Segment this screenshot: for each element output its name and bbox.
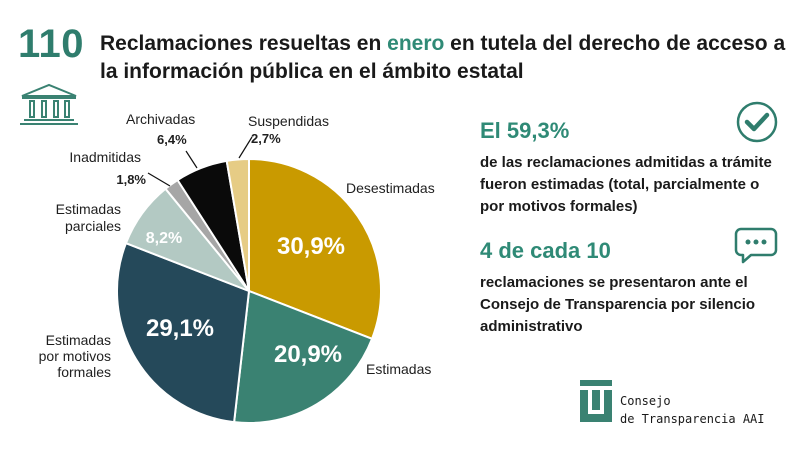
page-title: Reclamaciones resueltas en enero en tute… (100, 30, 790, 86)
stat-headline: El 59,3% (480, 118, 570, 143)
pie-slice-estimadas-por-motivos-formales (116, 241, 251, 424)
check-circle-icon (736, 101, 778, 143)
label-formales-2: por motivos (39, 348, 111, 364)
value-estimadas: 20,9% (274, 341, 342, 368)
stat-text: de las reclamaciones admitidas a trámite… (480, 154, 772, 215)
speech-bubble-icon (734, 227, 778, 264)
label-desestimadas: Desestimadas (346, 180, 435, 196)
leader-inadmitidas (147, 172, 171, 187)
label-estimadas: Estimadas (366, 361, 431, 377)
label-formales-1: Estimadas (46, 332, 111, 348)
value-desestimadas: 30,9% (277, 233, 345, 260)
label-archivadas: Archivadas (126, 111, 195, 127)
leader-suspendidas (238, 136, 253, 159)
pie-slice-suspendidas (225, 157, 250, 292)
value-suspendidas: 2,7% (251, 131, 281, 146)
value-parciales: 8,2% (146, 230, 182, 247)
label-parciales-2: parciales (65, 218, 121, 234)
label-parciales-1: Estimadas (56, 201, 121, 217)
title-post: en tutela del derecho de acceso a la inf… (100, 32, 786, 83)
pie-chart: 30,9% 20,9% 29,1% 8,2% Desestimadas Esti… (39, 111, 435, 424)
logo-line-2: de Transparencia AAI (620, 412, 765, 426)
stat-headline: 4 de cada 10 (480, 238, 611, 263)
label-suspendidas: Suspendidas (248, 113, 329, 129)
value-formales: 29,1% (146, 315, 214, 342)
consejo-logo-text: Consejo de Transparencia AAI (620, 392, 765, 428)
stat-silencio: 4 de cada 10 reclamaciones se presentaro… (480, 238, 780, 338)
reclamaciones-count: 110 (18, 22, 85, 66)
consejo-logo-icon (580, 380, 612, 422)
title-highlight: enero (387, 32, 445, 55)
building-icon (20, 83, 78, 125)
logo-line-1: Consejo (620, 394, 671, 408)
stat-estimadas: El 59,3% de las reclamaciones admitidas … (480, 118, 780, 218)
leader-archivadas (185, 150, 198, 169)
stat-text: reclamaciones se presentaron ante el Con… (480, 274, 756, 335)
value-inadmitidas: 1,8% (116, 172, 146, 187)
pie-slice-desestimadas (248, 157, 382, 341)
pie-slice-estimadas (232, 289, 374, 424)
title-pre: Reclamaciones resueltas en (100, 32, 388, 55)
label-inadmitidas: Inadmitidas (69, 149, 141, 165)
label-formales-3: formales (57, 364, 111, 380)
value-archivadas: 6,4% (157, 132, 187, 147)
